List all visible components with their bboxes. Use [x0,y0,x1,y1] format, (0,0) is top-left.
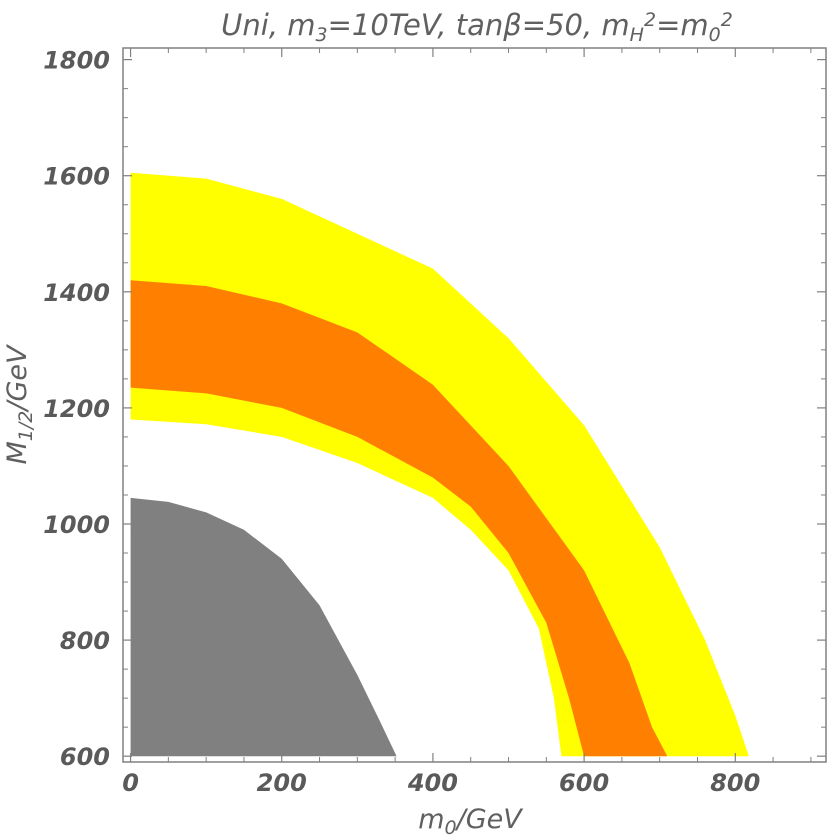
x-axis: 0 200 400 600 800 [122,48,812,797]
chart-title: Uni, m3=10TeV, tanβ=50, mH2=m02 [221,8,733,46]
y-tick-label: 1600 [43,163,110,191]
label-part-5: =m [656,8,709,42]
y-tick-label: 1000 [43,511,110,539]
x-axis-label: m0/GeV [418,804,524,839]
label-part-2: =10TeV, tanβ=50, m [328,8,630,42]
y-axis-label: M1/2/GeV [2,343,37,465]
label-part-1: 3 [316,24,328,46]
label-part-3: H [630,24,644,46]
x-tick-label: 800 [710,769,760,797]
label-part-1: 1/2 [15,411,37,442]
x-tick-label: 200 [257,769,307,797]
label-part-4: 2 [644,9,656,31]
y-tick-label: 800 [60,627,110,655]
label-part-2: /GeV [2,343,33,413]
y-tick-label: 1400 [43,279,110,307]
label-part-0: M [2,441,33,464]
x-tick-label: 0 [122,769,139,797]
y-tick-label: 1800 [43,47,110,75]
y-tick-label: 1200 [43,395,110,423]
x-tick-label: 600 [559,769,609,797]
label-part-1: 0 [445,817,457,839]
y-tick-label: 600 [60,743,110,771]
plot-regions [130,172,749,757]
plot-frame [122,47,827,763]
y-axis: 600 800 1000 1200 1400 1600 1800 [43,47,826,771]
x-tick-label: 400 [407,769,458,797]
label-part-0: m [418,804,444,835]
region-2 [130,497,397,757]
label-part-7: 2 [721,9,733,31]
region-1 [130,280,668,757]
label-part-6: 0 [709,24,721,46]
label-part-0: Uni, m [221,8,315,42]
label-part-2: /GeV [455,804,525,835]
